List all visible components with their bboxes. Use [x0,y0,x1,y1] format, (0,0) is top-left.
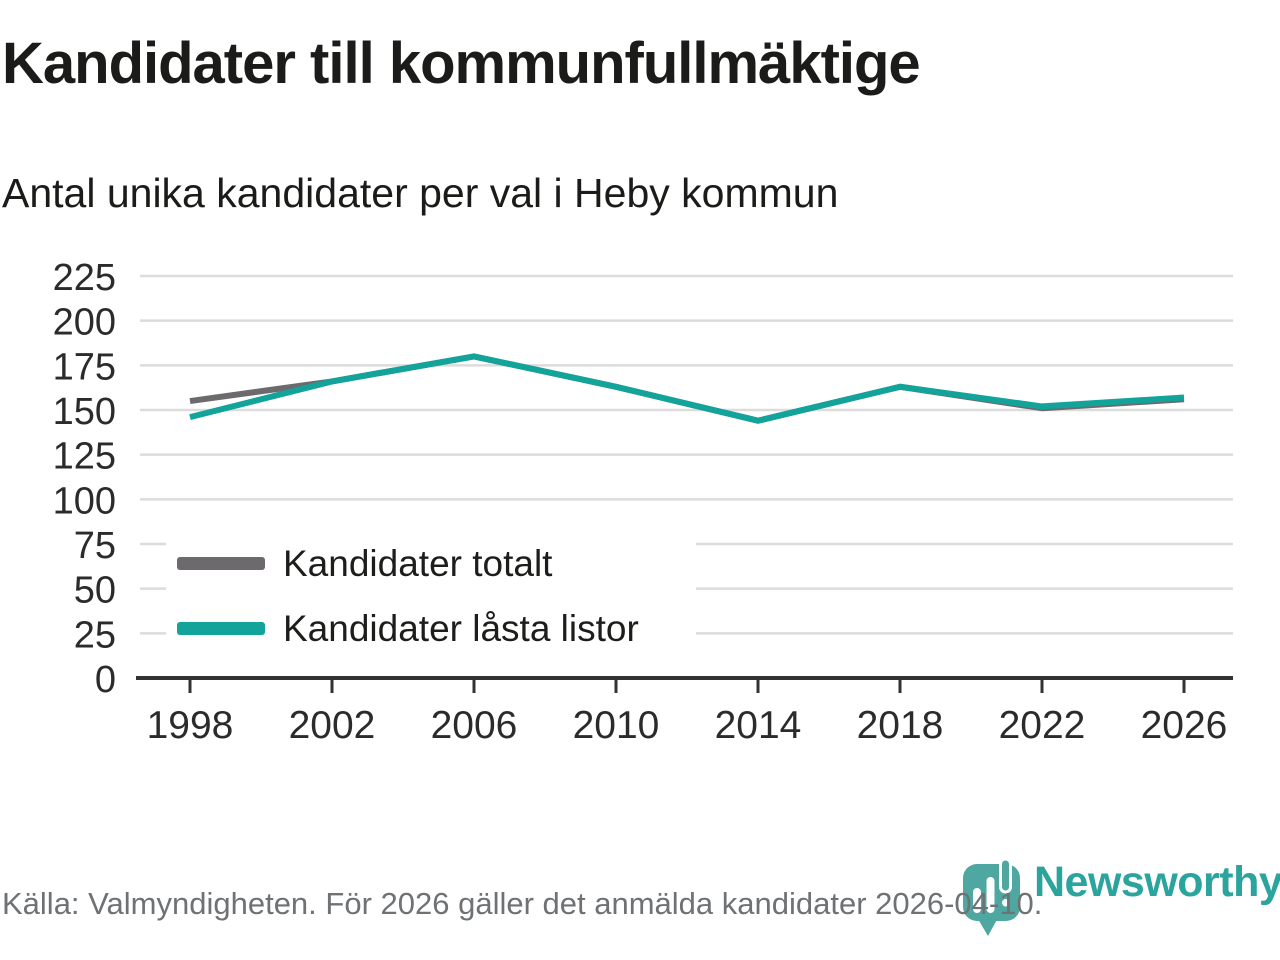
x-axis-label: 2018 [857,704,944,747]
chart-subtitle: Antal unika kandidater per val i Heby ko… [2,170,839,216]
x-axis-label: 2010 [573,704,660,747]
series-layer [189,353,1185,424]
series-line-1 [189,353,1185,424]
x-axis-label: 2002 [289,704,376,747]
brand-name: Newsworthy [1034,858,1280,906]
logo-exclamation-bar [999,857,1012,894]
y-axis-label: 200 [53,302,116,344]
x-axis-label: 2006 [431,704,518,747]
logo-bar-short [973,888,981,913]
legend-item-kandidater-totalt: Kandidater totalt [166,531,696,596]
x-axis-label: 2014 [715,704,802,747]
y-axis-label: 0 [95,659,116,701]
y-axis-label: 175 [53,346,116,388]
newsworthy-logo-icon [963,857,1020,936]
y-axis-label: 150 [53,391,116,433]
legend-swatch-locked [177,622,265,635]
y-axis-label: 125 [53,436,116,478]
y-axis-label: 100 [53,480,116,522]
x-axis-label: 2026 [1141,704,1228,747]
x-axis-label: 2022 [999,704,1086,747]
legend-label-locked: Kandidater låsta listor [283,607,639,649]
legend-label-total: Kandidater totalt [283,542,553,584]
y-axis-label: 50 [74,570,116,612]
y-axis-label: 25 [74,614,116,656]
source-note: Källa: Valmyndigheten. För 2026 gäller d… [2,886,1043,921]
legend-item-kandidater-lasta-listor: Kandidater låsta listor [166,596,696,661]
logo-bubble-tail [975,914,1000,936]
page-title: Kandidater till kommunfullmäktige [2,31,921,96]
chart-legend: Kandidater totalt Kandidater låsta listo… [166,531,696,661]
logo-exclamation-dot [1002,899,1010,907]
legend-swatch-total [177,557,265,570]
y-axis-label: 225 [53,257,116,299]
logo-bar-tall [986,877,995,913]
x-axis-label: 1998 [147,704,234,747]
y-axis-label: 75 [74,525,116,567]
